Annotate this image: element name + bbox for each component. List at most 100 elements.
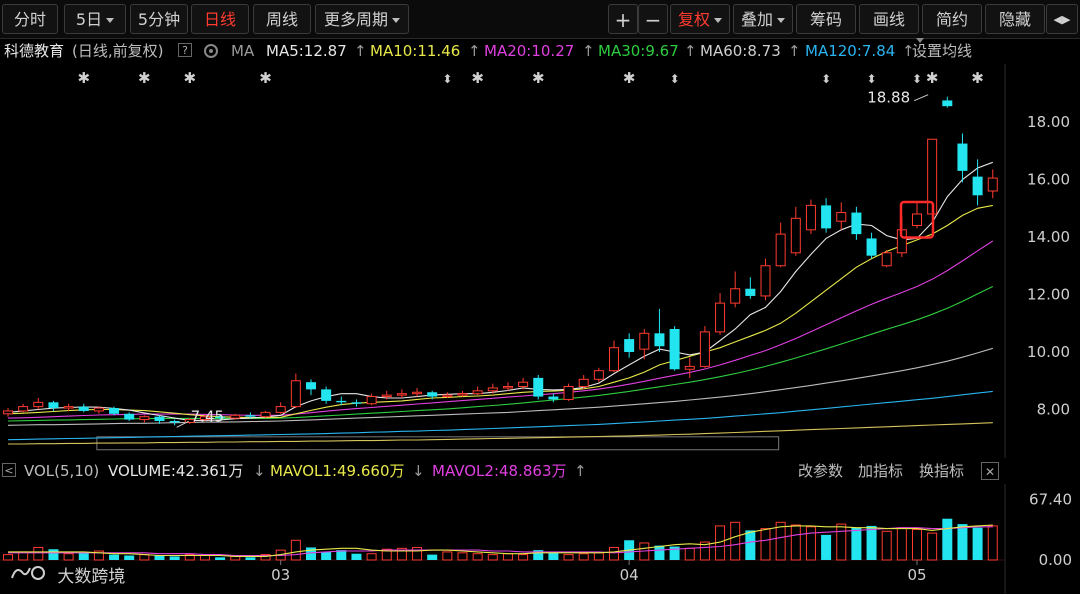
ma10-value: MA10:11.46 — [370, 42, 461, 60]
draw-button[interactable]: 画线 — [859, 4, 919, 34]
overlay-dropdown[interactable]: 叠加 — [733, 4, 793, 34]
volume-bar — [184, 554, 195, 561]
zoom-in-button[interactable]: + — [608, 4, 638, 34]
event-arrow-icon: ⬍ — [442, 72, 452, 86]
ma-line-extra — [8, 422, 993, 445]
mavol-line — [8, 526, 993, 557]
volume-bar — [63, 553, 74, 561]
chevron-down-icon — [916, 38, 924, 43]
volume-bar — [987, 525, 998, 561]
x-tick-label: 05 — [907, 566, 926, 584]
candle — [684, 365, 695, 370]
up-arrow-icon: ↑ — [788, 42, 801, 60]
event-star-icon: ✱ — [532, 69, 545, 87]
tab-weekly[interactable]: 周线 — [253, 4, 311, 34]
switch-indicator-button[interactable]: 换指标 — [919, 462, 965, 480]
forward-icon[interactable]: ◀▶ — [1046, 4, 1078, 34]
candle — [336, 400, 347, 403]
ma-info-bar: 科德教育 (日线,前复权) ? MA MA5:12.87 ↑ MA10:11.4… — [0, 38, 1080, 64]
tab-daily[interactable]: 日线 — [191, 4, 249, 34]
fuquan-dropdown[interactable]: 复权 — [670, 4, 730, 34]
volume-bar — [836, 523, 847, 561]
down-arrow-icon: ↓ — [253, 462, 266, 480]
volume-bar — [518, 554, 529, 561]
candle — [366, 396, 377, 405]
up-arrow-icon: ↑ — [354, 42, 367, 60]
candle — [699, 331, 710, 367]
candle — [654, 333, 665, 347]
x-tick-label: 04 — [620, 566, 639, 584]
candle — [396, 393, 407, 396]
gear-icon[interactable] — [202, 38, 220, 72]
watermark-text: 大数跨境 — [57, 567, 126, 587]
add-indicator-button[interactable]: 加指标 — [858, 462, 904, 480]
collapse-icon[interactable]: < — [2, 463, 16, 477]
vol-tick-label: 67.40 — [1029, 491, 1072, 509]
volume-bar — [306, 547, 316, 560]
volume-bar — [290, 539, 301, 561]
change-params-button[interactable]: 改参数 — [798, 462, 844, 480]
candle — [215, 416, 226, 419]
candle — [866, 238, 877, 256]
volume-bar — [578, 553, 589, 561]
volume-bar — [472, 553, 483, 561]
volume-bar — [790, 524, 801, 561]
candle — [745, 288, 756, 296]
ma-line-ma60 — [7, 347, 993, 426]
event-star-icon: ✱ — [926, 69, 939, 87]
candle — [821, 205, 832, 229]
volume-bar — [154, 555, 165, 560]
volume-bar — [533, 550, 544, 560]
tab-five-min[interactable]: 5分钟 — [130, 4, 188, 34]
chips-button[interactable]: 筹码 — [796, 4, 856, 34]
candle — [321, 389, 332, 401]
volume-bar — [93, 550, 104, 561]
event-star-icon: ✱ — [259, 69, 272, 87]
up-arrow-icon: ↑ — [684, 42, 697, 60]
candle — [18, 406, 29, 412]
candle — [805, 204, 816, 231]
y-tick-label: 8.00 — [1037, 401, 1070, 419]
candle — [109, 408, 120, 414]
tab-timeshare[interactable]: 分时 — [2, 4, 58, 34]
volume-bar — [775, 521, 786, 561]
more-periods-dropdown[interactable]: 更多周期 — [315, 4, 409, 34]
tab-five-day[interactable]: 5日 — [64, 4, 126, 34]
volume-bar — [896, 527, 907, 561]
candle — [715, 302, 726, 333]
candle — [518, 381, 529, 387]
volume-bar — [412, 546, 423, 561]
y-tick-label: 10.00 — [1027, 343, 1070, 361]
help-icon[interactable]: ? — [178, 43, 192, 57]
event-star-icon: ✱ — [971, 69, 984, 87]
hide-button[interactable]: 隐藏 — [985, 4, 1045, 34]
candle — [851, 212, 862, 235]
candle — [912, 213, 922, 226]
candle — [563, 386, 574, 400]
candle — [639, 332, 650, 350]
candle — [669, 329, 680, 370]
volume-bar — [972, 527, 983, 560]
volume-bar — [381, 548, 392, 561]
candle — [457, 393, 468, 396]
volume-bar — [487, 554, 498, 561]
close-icon[interactable]: ✕ — [981, 462, 999, 480]
candle — [987, 177, 998, 192]
volume-bar — [684, 547, 695, 561]
candle — [972, 176, 983, 196]
more-periods-label: 更多周期 — [323, 10, 388, 29]
ma5-value: MA5:12.87 — [266, 42, 347, 60]
volume-bar — [912, 528, 922, 561]
simple-button[interactable]: 简约 — [922, 4, 982, 34]
candle — [245, 415, 256, 417]
y-tick-label: 16.00 — [1027, 171, 1070, 189]
volume-bar — [942, 518, 953, 560]
up-arrow-icon: ↑ — [574, 462, 587, 480]
candle — [609, 347, 619, 372]
chevron-down-icon — [714, 18, 722, 23]
low-label: 7.45 — [191, 407, 224, 425]
period-label: (日线,前复权) — [72, 42, 164, 60]
event-star-icon: ✱ — [138, 69, 151, 87]
zoom-out-button[interactable]: − — [638, 4, 668, 34]
volume-bar — [669, 546, 680, 560]
